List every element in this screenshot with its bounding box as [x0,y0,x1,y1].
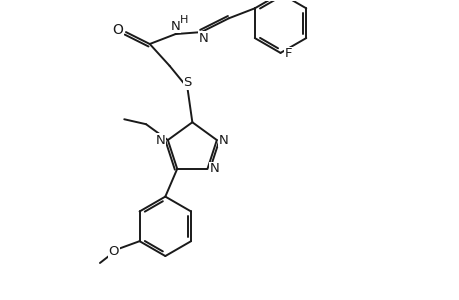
Text: N: N [218,134,228,147]
Text: N: N [156,134,165,147]
Text: N: N [209,162,219,176]
Text: O: O [112,23,123,37]
Text: N: N [198,32,207,44]
Text: F: F [284,47,291,60]
Text: H: H [180,15,188,25]
Text: S: S [183,76,191,89]
Text: N: N [170,20,180,33]
Text: O: O [108,244,119,258]
